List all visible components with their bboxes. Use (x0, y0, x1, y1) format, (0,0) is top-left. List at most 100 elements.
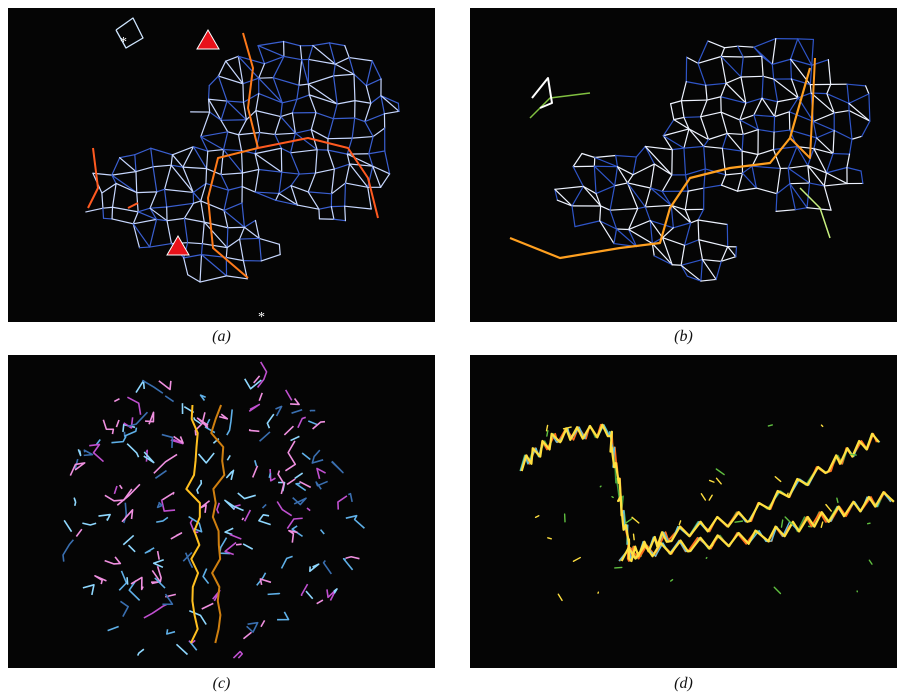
bond-line (735, 246, 738, 258)
bond-line (263, 55, 285, 65)
stick-fragment (73, 497, 77, 506)
bond-line (289, 152, 300, 175)
bond-line (736, 187, 757, 192)
bond-line (790, 78, 811, 86)
bond-line (788, 97, 799, 113)
bond-line (703, 145, 723, 149)
bond-line (807, 164, 811, 184)
bond-line (775, 193, 778, 212)
bond-line (327, 118, 335, 140)
caption: (d) (674, 675, 693, 692)
bond-line (192, 191, 202, 202)
bond-line (611, 495, 614, 499)
bond-line (310, 112, 317, 131)
bond-line (365, 60, 373, 87)
bond-line (581, 152, 596, 159)
stick-fragment (218, 413, 229, 420)
bond-line (274, 115, 282, 136)
bond-line (671, 264, 682, 266)
bond-line (348, 163, 369, 188)
bond-line (720, 256, 737, 262)
stick-fragment (260, 619, 266, 628)
bond-line (757, 148, 775, 156)
bond-line (661, 174, 673, 193)
bond-line (327, 149, 348, 155)
bond-line (171, 146, 195, 156)
bond-line (628, 228, 638, 248)
bond-line (609, 209, 618, 230)
bond-line (134, 147, 152, 156)
bond-line (761, 55, 773, 65)
bond-line (726, 132, 744, 136)
bond-line (672, 222, 692, 229)
stick-fragment (237, 492, 256, 500)
stick-fragment (199, 500, 211, 513)
stick-fragment (319, 529, 325, 535)
stick-fragment (201, 602, 214, 610)
bond-line (226, 238, 241, 249)
bond-line (773, 116, 776, 133)
bond-line (344, 205, 347, 222)
bond-line (789, 129, 818, 139)
bond-line (761, 97, 779, 103)
bond-line (775, 209, 796, 212)
bond-line (739, 114, 755, 121)
bond-line (101, 182, 117, 194)
bond-line (614, 182, 629, 187)
bond-line (698, 239, 704, 261)
caption: (a) (212, 328, 231, 345)
stick-fragment (118, 484, 123, 490)
stick-fragment (130, 576, 144, 591)
bond-line (291, 112, 296, 134)
bond-line (314, 149, 318, 174)
bond-line (787, 167, 791, 185)
stick-fragment (75, 528, 83, 538)
stick-fragment (246, 621, 259, 633)
stick-fragment (226, 409, 233, 436)
bond-line (332, 117, 356, 120)
bond-line (773, 101, 779, 118)
stick-fragment (322, 560, 333, 575)
bond-line (274, 133, 282, 149)
bond-line (132, 223, 151, 248)
caption: (b) (674, 328, 693, 345)
bond-line (582, 185, 602, 207)
bond-line (227, 131, 240, 136)
bond-line (572, 556, 581, 562)
bond-line (258, 237, 280, 245)
bond-line (826, 93, 835, 114)
bond-line (291, 98, 298, 114)
bond-line (200, 200, 225, 212)
stick-fragment (316, 467, 326, 479)
stick-fragment (300, 583, 309, 596)
bond-line (255, 110, 261, 134)
bond-line (680, 258, 704, 266)
bond-line (238, 226, 246, 240)
bond-line (254, 168, 260, 193)
bond-line (308, 44, 314, 61)
bond-line (182, 166, 194, 194)
bond-line (720, 55, 742, 78)
bond-line (688, 128, 710, 141)
bond-line (720, 55, 727, 84)
bond-line (217, 75, 244, 85)
bond-line (275, 199, 298, 206)
bond-line (680, 100, 685, 119)
bond-line (767, 424, 773, 427)
stick-fragment (160, 499, 176, 512)
bond-line (700, 258, 704, 282)
bond-line (723, 45, 739, 49)
bond-line (310, 129, 329, 140)
stick-fragment (83, 449, 94, 457)
bond-line (615, 154, 619, 168)
backbone-trace (529, 92, 591, 119)
bond-line (307, 83, 310, 96)
bond-line (200, 254, 228, 277)
bond-line (238, 237, 260, 240)
stick-fragment (119, 600, 130, 618)
bond-line (85, 207, 104, 213)
bond-line (200, 200, 205, 223)
bond-line (772, 131, 775, 151)
bond-line (258, 237, 262, 262)
bond-line (156, 188, 166, 193)
